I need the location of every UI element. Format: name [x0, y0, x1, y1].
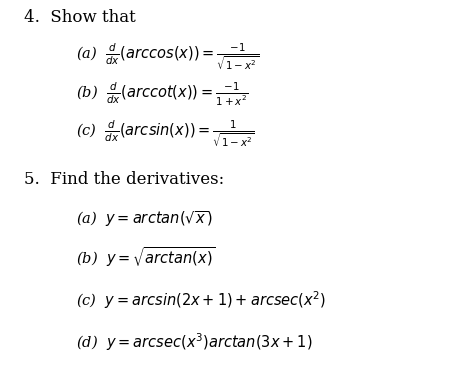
Text: (b)  $y = \sqrt{arctan(x)}$: (b) $y = \sqrt{arctan(x)}$ — [76, 245, 216, 269]
Text: (a)  $y = arctan(\sqrt{x})$: (a) $y = arctan(\sqrt{x})$ — [76, 209, 212, 229]
Text: 4.  Show that: 4. Show that — [24, 9, 136, 26]
Text: (d)  $y = arcsec(x^3)arctan(3x+1)$: (d) $y = arcsec(x^3)arctan(3x+1)$ — [76, 332, 312, 353]
Text: (c)  $y = arcsin(2x+1) + arcsec(x^2)$: (c) $y = arcsin(2x+1) + arcsec(x^2)$ — [76, 289, 326, 311]
Text: 5.  Find the derivatives:: 5. Find the derivatives: — [24, 171, 224, 188]
Text: (b)  $\frac{d}{dx}(arccot(x)) = \frac{-1}{1+x^2}$: (b) $\frac{d}{dx}(arccot(x)) = \frac{-1}… — [76, 81, 248, 108]
Text: (c)  $\frac{d}{dx}(arcsin(x)) = \frac{1}{\sqrt{1-x^2}}$: (c) $\frac{d}{dx}(arcsin(x)) = \frac{1}{… — [76, 118, 255, 149]
Text: (a)  $\frac{d}{dx}(arccos(x)) = \frac{-1}{\sqrt{1-x^2}}$: (a) $\frac{d}{dx}(arccos(x)) = \frac{-1}… — [76, 41, 259, 72]
